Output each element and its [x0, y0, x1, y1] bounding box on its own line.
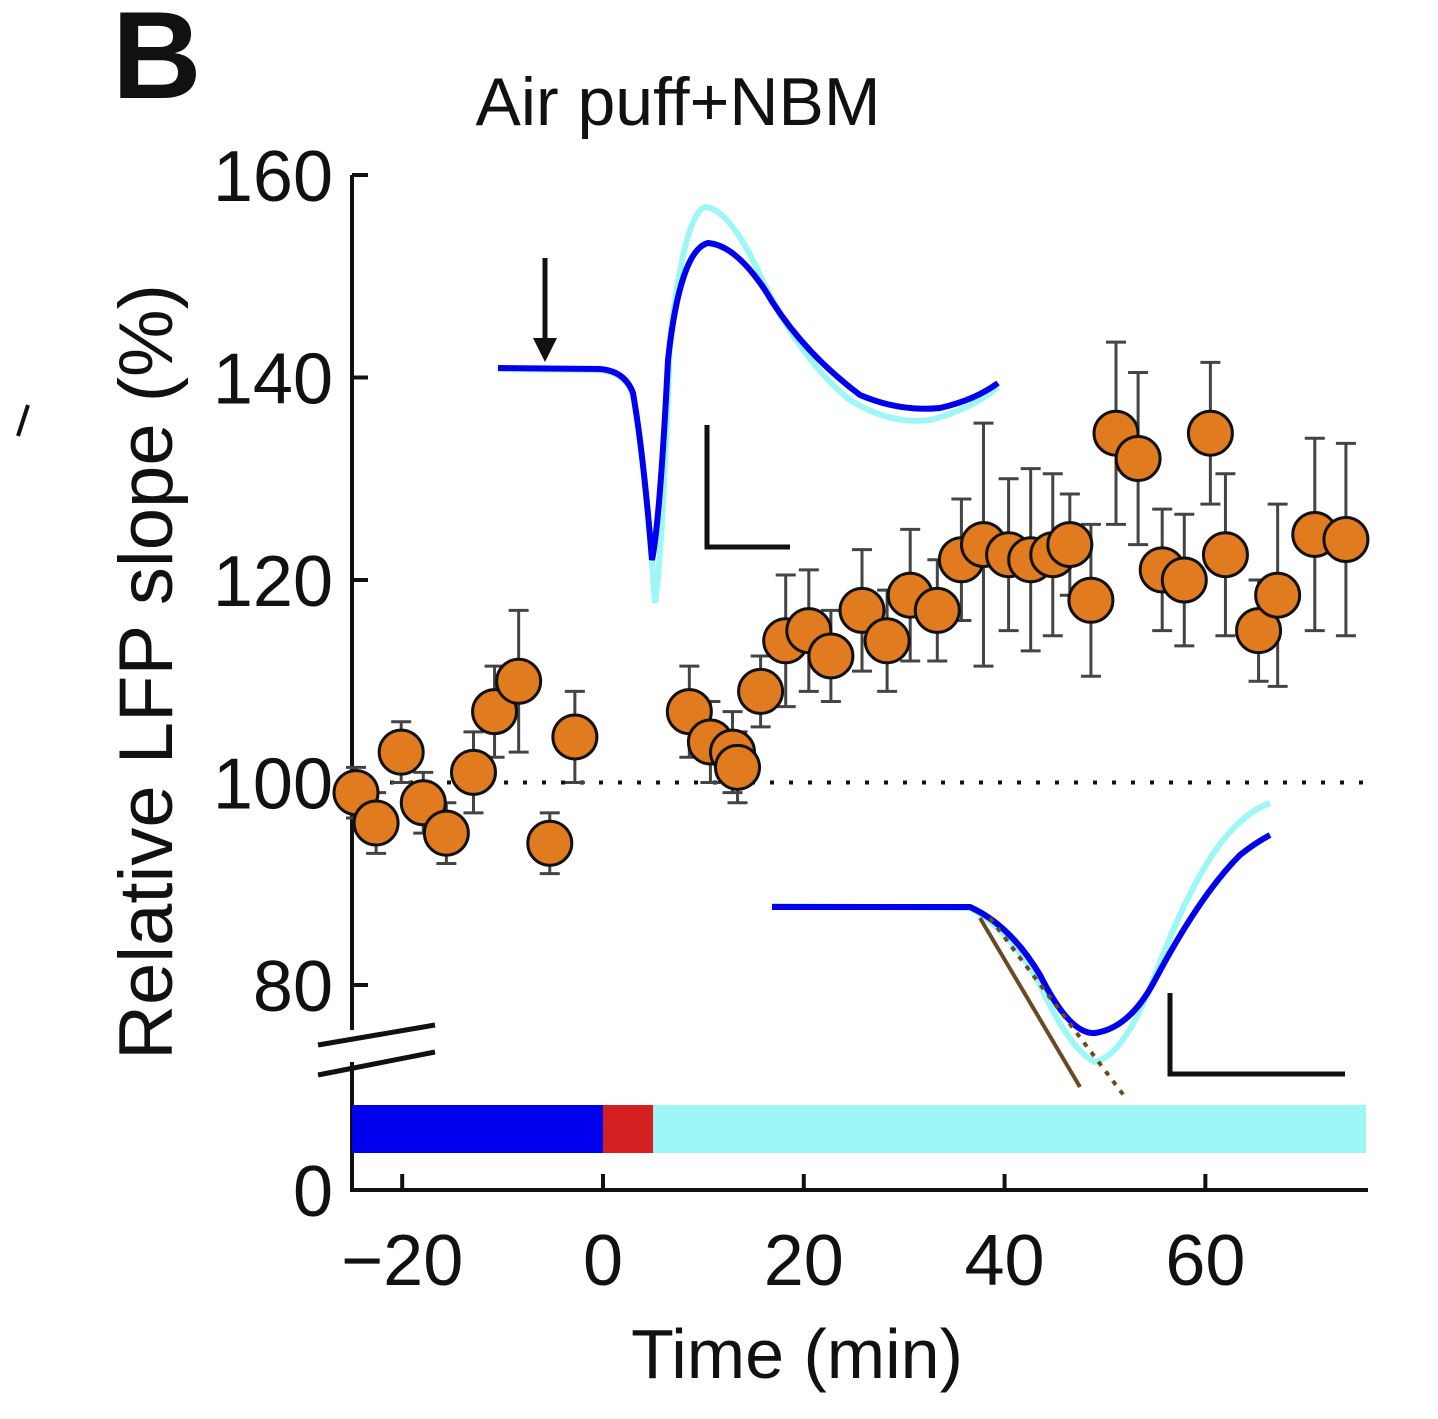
- x-tick-label: 60: [1165, 1221, 1245, 1301]
- y-tick-label: 80: [253, 947, 333, 1027]
- data-point: [807, 632, 855, 680]
- x-tick-label: 0: [583, 1221, 623, 1301]
- data-point: [422, 809, 470, 857]
- lower-trace-before: [772, 832, 1272, 1037]
- data-point: [1186, 409, 1234, 457]
- x-tick-label: −20: [341, 1221, 463, 1301]
- y-ticks: 0 80 100 120 140 160: [213, 137, 368, 1232]
- y-tick-label: 100: [213, 745, 333, 825]
- y-axis-label: Relative LFP slope (%): [104, 284, 189, 1060]
- data-point: [449, 748, 497, 796]
- data-point: [1160, 556, 1208, 604]
- condition-segment: [352, 1105, 603, 1153]
- data-point: [495, 657, 543, 705]
- data-point: [1067, 576, 1115, 624]
- data-point: [352, 799, 400, 847]
- x-tick-label: 20: [764, 1221, 844, 1301]
- panel-label: B: [112, 0, 202, 125]
- axis-break-mark: [317, 1022, 436, 1078]
- data-point: [1114, 435, 1162, 482]
- lower-trace-after: [771, 800, 1272, 1066]
- x-ticks: −20 0 20 40 60: [341, 1174, 1245, 1301]
- condition-bar: [352, 1105, 1366, 1153]
- data-point: [526, 819, 574, 867]
- condition-segment: [653, 1105, 1366, 1153]
- crop-fragment: [16, 404, 30, 437]
- data-point: [377, 728, 425, 776]
- upper-trace-before: [497, 239, 1000, 561]
- y-tick-label: 0: [293, 1152, 333, 1232]
- inset-trace-lower: [771, 800, 1345, 1099]
- data-point: [1322, 516, 1370, 563]
- slope-line-dotted: [988, 916, 1127, 1099]
- data-points: [332, 409, 1370, 867]
- y-tick-label: 140: [213, 340, 333, 420]
- x-tick-label: 40: [965, 1221, 1045, 1301]
- data-point: [737, 667, 785, 715]
- y-tick-label: 160: [213, 137, 333, 217]
- arrow-head-icon: [533, 338, 557, 362]
- data-point: [714, 743, 762, 791]
- condition-segment: [602, 1105, 654, 1153]
- data-point: [1046, 521, 1094, 569]
- x-axis-label: Time (min): [631, 1315, 963, 1393]
- data-point: [1254, 571, 1302, 619]
- data-point: [551, 713, 599, 761]
- scale-bar-lower: [1167, 993, 1345, 1077]
- inset-trace-upper: [497, 203, 1000, 604]
- data-point: [863, 617, 911, 665]
- slope-line-solid: [978, 916, 1082, 1089]
- data-point: [1201, 531, 1249, 579]
- y-tick-label: 120: [213, 542, 333, 622]
- data-point: [913, 586, 961, 634]
- chart-title: Air puff+NBM: [475, 64, 880, 140]
- data-point: [838, 586, 886, 634]
- scale-bar-upper: [704, 425, 790, 550]
